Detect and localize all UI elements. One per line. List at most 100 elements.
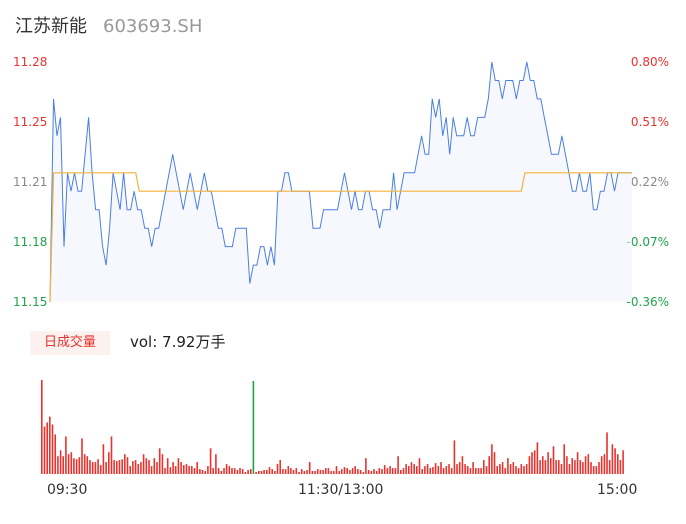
volume-bar <box>239 468 241 474</box>
volume-bar <box>322 470 324 474</box>
volume-bar <box>290 468 292 474</box>
volume-bar <box>220 471 223 474</box>
volume-bar <box>161 454 164 474</box>
volume-bar <box>209 448 212 474</box>
volume-bar <box>533 450 536 474</box>
volume-bar <box>105 462 107 474</box>
volume-bar <box>375 471 378 474</box>
volume-bar <box>547 452 549 474</box>
volume-bar <box>555 460 557 474</box>
volume-bar <box>188 466 190 474</box>
volume-bar <box>424 466 426 474</box>
volume-bar <box>421 469 423 474</box>
volume-bar <box>405 464 407 474</box>
volume-bar <box>250 469 252 474</box>
volume-bar <box>499 464 501 474</box>
percent-tick-label: 0.51% <box>630 115 669 129</box>
volume-bar <box>485 466 488 474</box>
volume-bar <box>271 469 273 474</box>
volume-bar <box>172 462 174 474</box>
price-tick-label: 11.28 <box>13 55 48 69</box>
volume-bar <box>469 468 472 474</box>
volume-bar <box>99 465 102 474</box>
volume-bar <box>57 456 59 474</box>
volume-bar <box>501 462 504 474</box>
volume-bar <box>316 469 319 474</box>
volume-bar <box>196 462 198 474</box>
volume-bar <box>166 458 169 474</box>
volume-bar <box>496 466 498 474</box>
volume-bar <box>156 462 158 474</box>
volume-bar <box>437 466 440 474</box>
volume-bar <box>542 456 544 474</box>
volume-bar <box>260 471 263 474</box>
volume-bar <box>552 446 555 474</box>
volume-bar <box>614 448 616 474</box>
volume-bar <box>429 468 431 474</box>
volume-bar <box>397 456 399 474</box>
volume-bar <box>408 466 410 474</box>
percent-tick-label: 0.80% <box>630 55 669 69</box>
volume-bar <box>598 462 600 474</box>
volume-bar <box>255 472 257 474</box>
volume-bar <box>413 464 415 474</box>
volume-bar <box>41 380 43 474</box>
volume-bar <box>94 462 97 474</box>
volume-bar <box>595 466 598 474</box>
volume-bar <box>531 452 533 474</box>
price-tick-label: 11.25 <box>13 115 48 129</box>
volume-bar <box>381 469 383 474</box>
volume-bar <box>121 459 123 474</box>
volume-bar <box>343 467 346 474</box>
volume-bar <box>477 468 480 474</box>
volume-bar <box>566 456 568 474</box>
volume-bar <box>282 469 284 474</box>
volume-bar <box>177 458 180 474</box>
volume-bar <box>263 470 265 474</box>
volume-bar <box>75 459 78 474</box>
volume-bar <box>458 462 461 474</box>
volume-bar <box>400 470 402 474</box>
volume-bar <box>108 452 110 474</box>
volume-bar <box>453 440 456 474</box>
volume-bar <box>448 464 450 474</box>
price-tick-label: 11.21 <box>13 175 48 189</box>
volume-bar <box>303 471 306 474</box>
volume-bar <box>185 464 188 474</box>
volume-bar <box>416 466 418 474</box>
volume-bar <box>466 466 469 474</box>
stock-name: 江苏新能 <box>15 16 87 37</box>
volume-bar <box>73 458 75 474</box>
volume-bar <box>426 464 429 474</box>
volume-badge: 日成交量 <box>30 331 110 355</box>
volume-bar <box>528 456 531 474</box>
volume-bar <box>295 468 298 474</box>
volume-bar <box>54 434 56 474</box>
volume-bar <box>483 460 485 474</box>
volume-bar <box>576 452 579 474</box>
volume-bar <box>102 444 105 474</box>
volume-bar <box>493 452 496 474</box>
volume-bar <box>603 454 606 474</box>
volume-bar <box>153 458 156 474</box>
volume-bar <box>212 468 214 474</box>
volume-bar <box>180 462 182 474</box>
volume-bar <box>284 469 287 474</box>
volume-bar <box>418 458 421 474</box>
volume-bar <box>488 456 490 474</box>
volume-bar <box>341 469 343 474</box>
volume-bar <box>276 464 279 474</box>
volume-bar <box>351 468 354 474</box>
volume-bar <box>319 470 322 474</box>
volume-bar <box>560 464 563 474</box>
volume-bar <box>233 468 236 474</box>
volume-bar <box>445 466 448 474</box>
volume-bar <box>507 458 509 474</box>
volume-bar <box>432 467 434 474</box>
volume-bar <box>450 468 453 474</box>
volume-bar <box>525 464 528 474</box>
volume-bar <box>124 454 126 474</box>
volume-bar <box>536 442 539 474</box>
volume-bar <box>504 468 506 474</box>
volume-bar <box>515 466 517 474</box>
